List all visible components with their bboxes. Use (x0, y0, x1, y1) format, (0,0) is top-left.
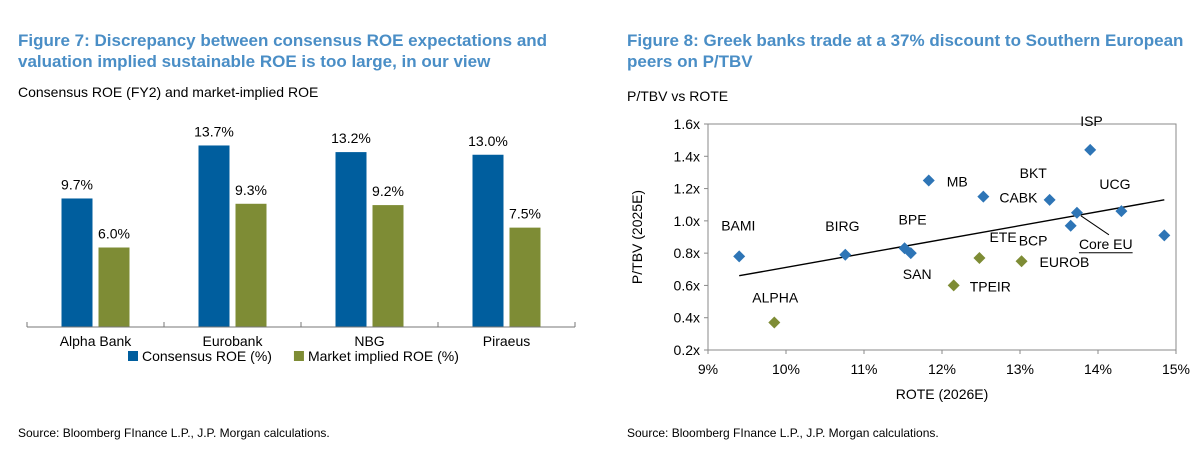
point-label-cabk: CABK (999, 190, 1038, 206)
data-label: 9.3% (235, 182, 267, 198)
point-birg (839, 248, 852, 261)
category-label: Eurobank (203, 333, 264, 349)
bar-nbg-implied (372, 205, 404, 327)
data-label: 9.7% (61, 176, 93, 192)
point-unlabeled (1158, 229, 1171, 242)
point-label-mb: MB (947, 174, 968, 190)
roe-bar-chart: 9.7% 6.0% Alpha Bank 13.7% 9.3% Eurobank 13.2%… (26, 123, 576, 364)
x-tick-label: 12% (928, 361, 956, 377)
point-label-core-eu: Core EU (1079, 236, 1133, 252)
point-bami (733, 250, 746, 263)
point-label-bkt: BKT (1020, 165, 1048, 181)
category-label: Alpha Bank (60, 333, 133, 349)
data-label: 13.7% (194, 123, 234, 139)
bar-eurobank-consensus (198, 145, 230, 327)
x-tick-label: 10% (772, 361, 800, 377)
point-label-bcp: BCP (1019, 233, 1048, 249)
point-label-bpe: BPE (899, 211, 927, 227)
point-alpha (768, 316, 781, 329)
point-mb (922, 174, 935, 187)
point-eurob (1015, 255, 1028, 268)
x-tick-label: 13% (1006, 361, 1034, 377)
legend-label: Market implied ROE (%) (308, 348, 459, 364)
point-label-san: SAN (903, 266, 932, 282)
bar-eurobank-implied (235, 203, 267, 327)
y-axis-title: P/TBV (2025E) (629, 190, 645, 284)
figure-7-title: Figure 7: Discrepancy between consensus … (18, 31, 548, 71)
point-bcp (1064, 219, 1077, 232)
y-tick-label: 1.2x (674, 181, 700, 197)
figure-7-subtitle: Consensus ROE (FY2) and market-implied R… (18, 84, 319, 100)
point-ete (973, 251, 986, 264)
point-label-alpha: ALPHA (752, 290, 799, 306)
data-label: 6.0% (98, 226, 130, 242)
x-tick-label: 14% (1084, 361, 1112, 377)
y-tick-label: 1.6x (674, 116, 700, 132)
x-tick-label: 15% (1162, 361, 1190, 377)
figure-8-subtitle: P/TBV vs ROTE (627, 88, 729, 104)
y-tick-label: 0.4x (674, 310, 700, 326)
bar-piraeus-consensus (472, 154, 504, 327)
y-tick-label: 0.8x (674, 245, 700, 261)
y-tick-label: 0.2x (674, 342, 700, 358)
ptbv-rote-scatter-chart: 0.2x 0.4x 0.6x 0.8x 1.0x 1.2x 1.4x 1.6x 9% 10% 11%… (629, 113, 1190, 402)
point-label-bami: BAMI (721, 217, 755, 233)
bar-alpha-bank-implied (98, 247, 130, 327)
category-label: NBG (354, 333, 384, 349)
point-label-ete: ETE (989, 229, 1016, 245)
legend-swatch-implied (293, 351, 304, 361)
trendline (739, 199, 1165, 277)
data-label: 13.2% (331, 130, 371, 146)
y-tick-label: 1.4x (674, 148, 700, 164)
point-bkt (1043, 193, 1056, 206)
figure-8-source: Source: Bloomberg FInance L.P., J.P. Mor… (627, 426, 939, 440)
figure-8-panel: Figure 8: Greek banks trade at a 37% dis… (610, 0, 1200, 452)
y-tick-label: 1.0x (674, 213, 700, 229)
point-isp (1084, 143, 1097, 156)
bar-alpha-bank-consensus (61, 198, 93, 327)
point-core-eu (1070, 206, 1083, 219)
legend-swatch-consensus (128, 351, 138, 361)
x-axis-title: ROTE (2026E) (896, 386, 989, 402)
figure-7-panel: Figure 7: Discrepancy between consensus … (18, 31, 576, 440)
legend-label: Consensus ROE (%) (142, 348, 272, 364)
bar-nbg-consensus (335, 152, 367, 327)
point-san (904, 247, 917, 260)
point-cabk (977, 190, 990, 203)
y-tick-label: 0.6x (674, 277, 700, 293)
point-label-eurob: EUROB (1040, 254, 1090, 270)
data-label: 7.5% (509, 206, 541, 222)
bar-piraeus-implied (509, 227, 541, 327)
point-label-isp: ISP (1080, 113, 1103, 129)
point-label-ucg: UCG (1099, 176, 1130, 192)
point-label-tpeir: TPEIR (970, 278, 1011, 294)
x-tick-label: 11% (851, 361, 878, 377)
core-eu-leader-line (1080, 215, 1110, 236)
figure-7-source: Source: Bloomberg FInance L.P., J.P. Mor… (18, 426, 330, 440)
data-label: 13.0% (468, 133, 508, 149)
point-ucg (1115, 205, 1128, 218)
point-label-birg: BIRG (825, 218, 859, 234)
x-tick-label: 9% (698, 361, 718, 377)
point-tpeir (947, 279, 960, 292)
category-label: Piraeus (483, 333, 530, 349)
figure-8-title: Figure 8: Greek banks trade at a 37% dis… (627, 31, 1184, 71)
data-label: 9.2% (372, 183, 404, 199)
